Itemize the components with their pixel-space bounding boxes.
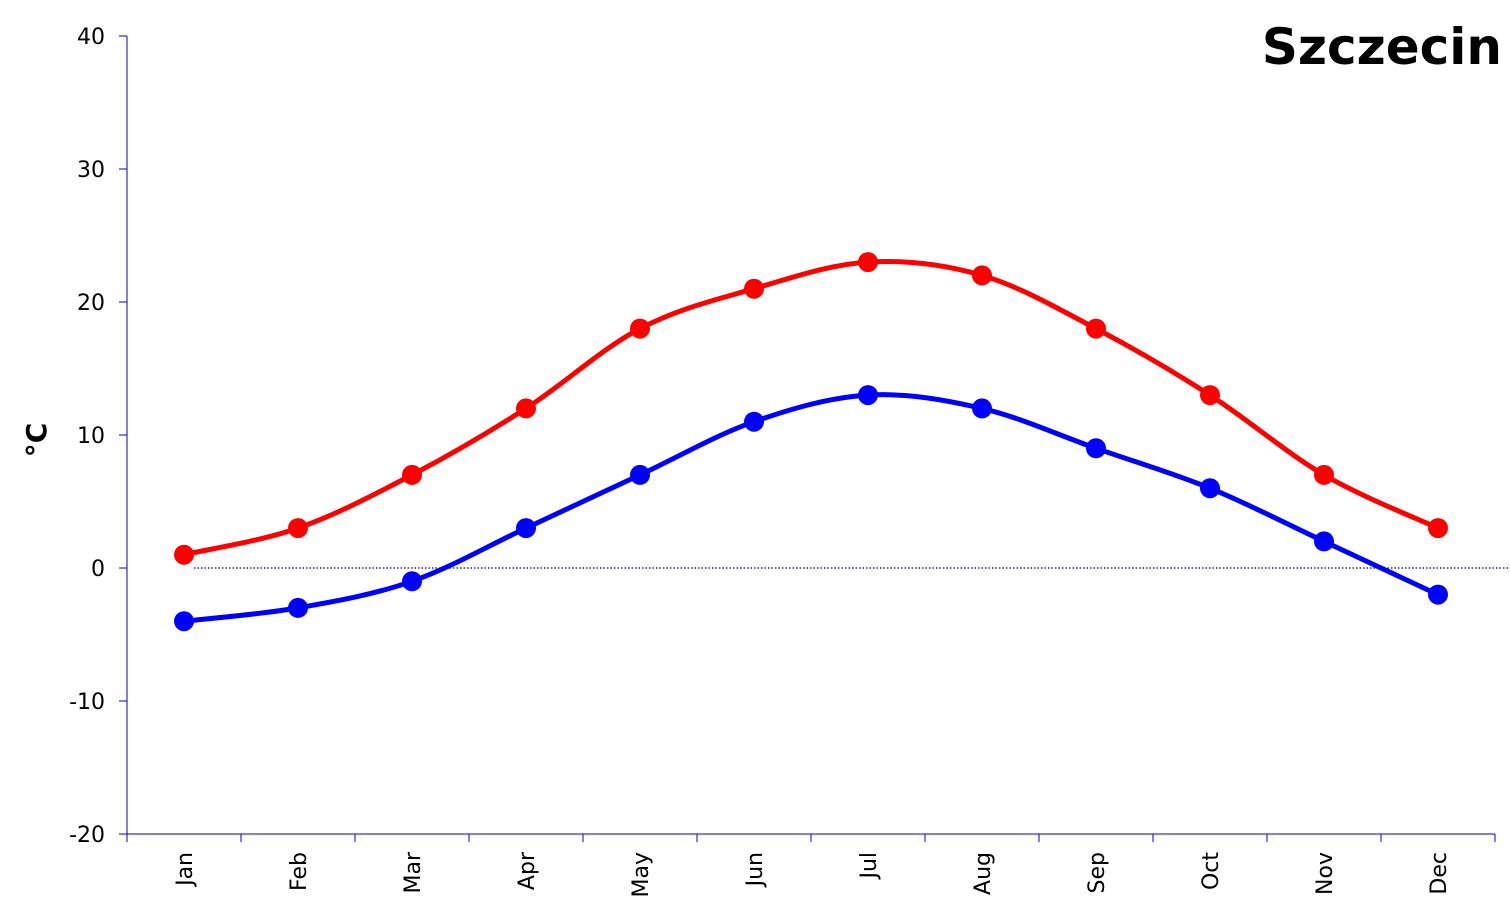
data-point [1314,531,1334,552]
data-point [402,464,422,485]
data-point [402,571,422,592]
axes: -20 -10 0 10 20 30 40 Jan Feb Mar Apr May Jun Jul Aug S… [69,25,1496,897]
chart-title: Szczecin [1262,18,1502,76]
data-point [174,544,194,565]
x-tick-label: Jan [173,852,198,888]
y-tick-label: 10 [77,424,105,449]
series-line [181,392,1441,624]
x-tick-label: Mar [401,851,426,893]
x-tick-label: May [629,852,654,897]
data-point [858,252,878,273]
y-tick-label: 20 [77,291,105,316]
data-point [288,597,308,618]
x-tick-label: Nov [1313,852,1338,895]
x-tick-label: Jun [743,852,768,888]
x-tick-label: Feb [287,852,312,891]
data-point [630,318,650,339]
y-tick-label: 30 [77,158,105,183]
data-point [744,278,764,299]
data-point [972,398,992,419]
data-point [174,611,194,632]
y-axis-label: °C [20,423,53,458]
data-point [1086,438,1106,459]
series-line [181,259,1441,558]
data-point [516,398,536,419]
x-tick-label: Apr [515,851,540,890]
data-point [516,518,536,539]
x-tick-label: Oct [1199,852,1224,890]
data-point [972,265,992,286]
data-point [1200,385,1220,406]
y-tick-label: 0 [91,557,105,582]
y-tick-label: -20 [69,823,105,848]
x-tick-label: Jul [857,852,882,881]
data-point [630,464,650,485]
y-tick-label: -10 [69,690,105,715]
series-layer [174,252,1448,632]
data-point [858,385,878,406]
series-0 [174,252,1448,565]
data-point [1200,478,1220,499]
data-point [1428,518,1448,539]
x-tick-label: Dec [1427,852,1452,895]
data-point [1086,318,1106,339]
data-point [288,518,308,539]
series-1 [174,385,1448,632]
data-point [744,411,764,432]
x-tick-label: Aug [971,852,996,895]
data-point [1314,464,1334,485]
data-point [1428,584,1448,605]
y-tick-label: 40 [77,25,105,50]
x-tick-label: Sep [1085,852,1110,893]
